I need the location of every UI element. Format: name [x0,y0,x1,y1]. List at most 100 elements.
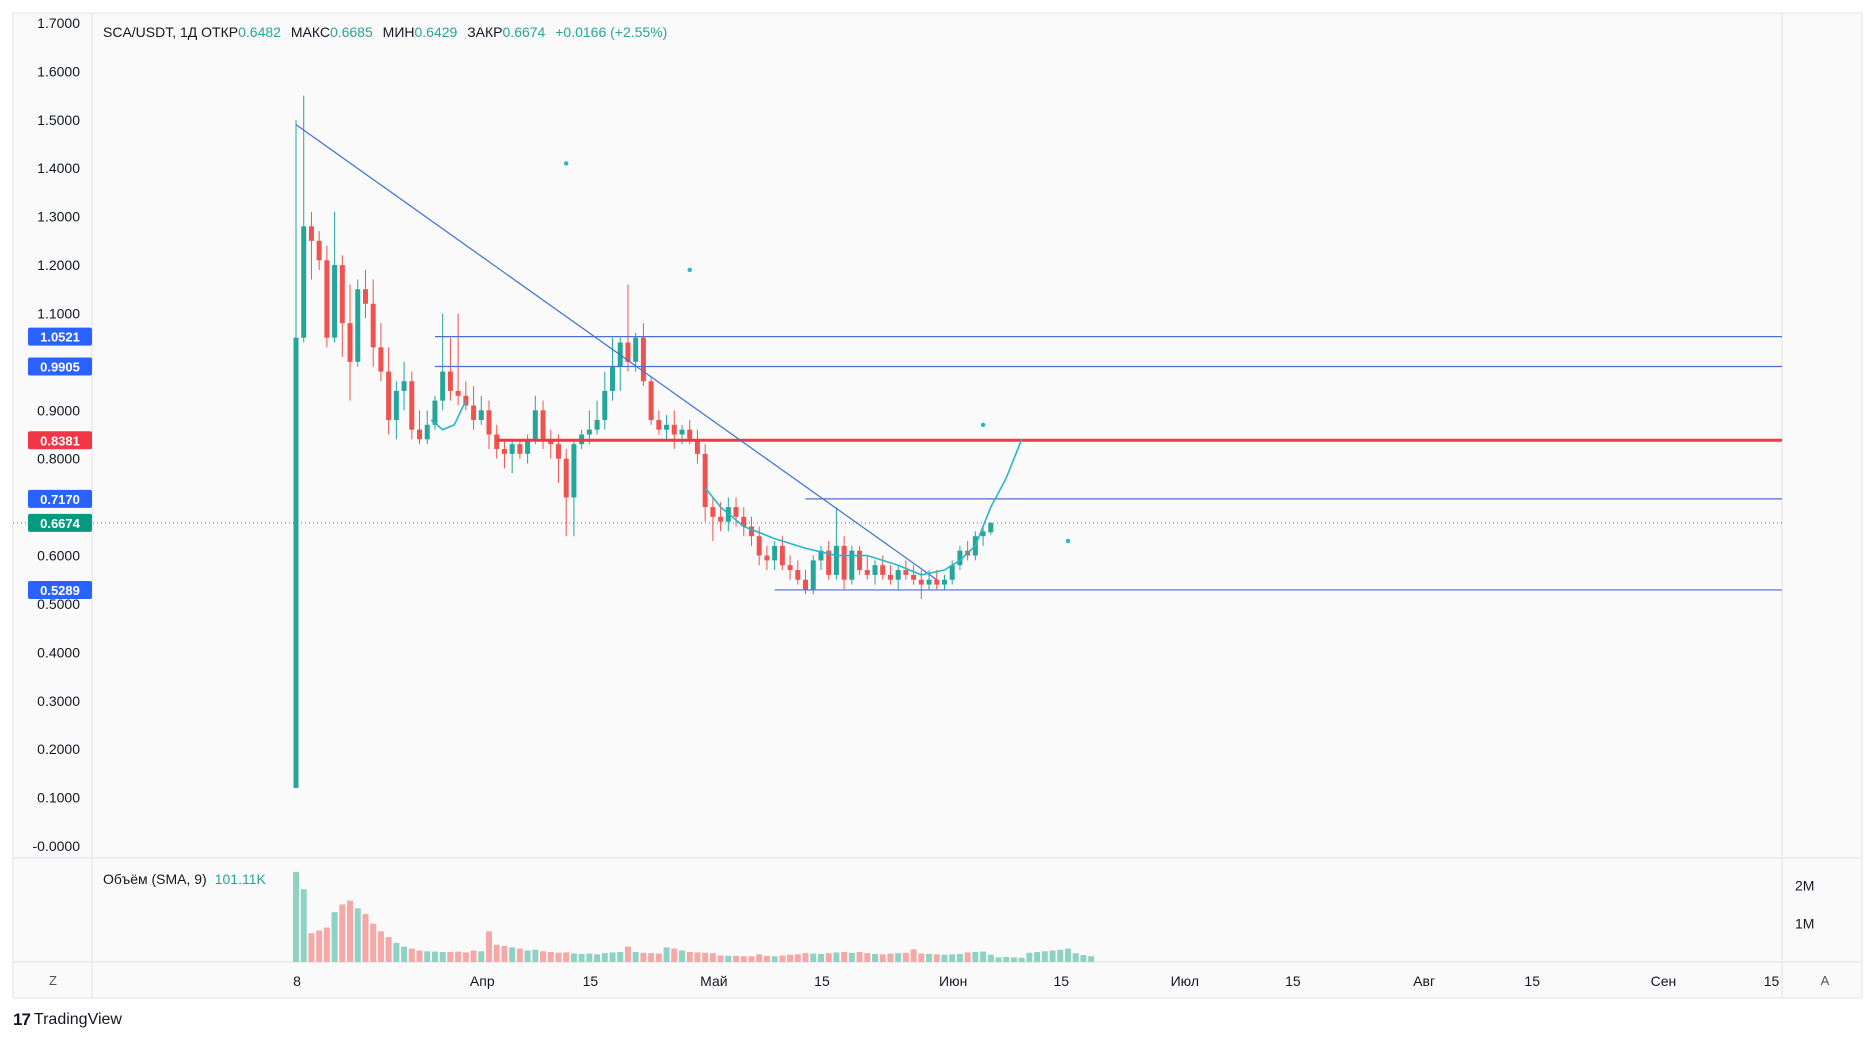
candle-body [324,260,330,338]
candle [988,522,994,535]
candle [594,400,600,435]
candle [440,313,446,411]
candle [772,541,778,571]
price-badge-label: 0.6674 [40,516,81,531]
volume-bar [640,952,647,962]
candle [864,555,870,580]
candle-body [517,444,523,454]
candle [401,361,407,411]
price-tick-label: 0.1000 [37,790,80,806]
candle-body [525,439,531,454]
candle-body [424,424,430,440]
price-tick-label: 1.3000 [37,209,80,225]
candle-body [386,371,392,420]
price-tick-label: 0.8000 [37,451,80,467]
candle-body [640,337,646,382]
volume-bar [787,954,794,962]
candle-body [810,560,816,590]
candle-body [887,574,893,580]
close-value: 0.6674 [502,24,546,40]
candle-body [803,579,809,590]
time-axis: 8 Апр 15 Май 15 Июн 15 Июл 15 Авг 15 Сен 15 [293,973,1779,989]
candle [841,536,847,590]
candle-body [694,439,700,454]
price-badge-bg [28,513,92,532]
auto-scale-button[interactable]: A [1820,973,1830,988]
low-label: МИН [382,24,415,40]
candle-body [988,523,994,533]
volume-bar [717,955,724,962]
symbol-label: SCA/USDT, 1Д [103,24,198,40]
candle-body [934,579,940,585]
open-value: 0.6482 [238,24,281,40]
candle [833,507,839,580]
volume-bar [524,950,531,962]
volume-bar [833,952,840,962]
volume-bar [331,912,338,962]
candle [370,279,376,367]
candle-body [625,342,631,362]
candle [664,415,670,440]
candle-body [926,579,932,585]
candle-body [733,507,739,517]
candle [478,395,484,425]
candle [355,279,361,367]
candle-body [478,410,484,420]
volume-bar [293,871,299,962]
candle [733,497,739,527]
volume-bar [887,953,894,962]
price-badge-label: 1.0521 [40,330,80,345]
candle [957,545,963,571]
volume-bar [902,952,909,962]
candle-body [308,226,314,241]
volume-bar [987,954,994,962]
volume-bar [370,923,377,962]
volume-bar [926,953,933,962]
volume-bar [362,914,369,962]
volume-bar [679,950,685,962]
candle-body [347,323,353,362]
volume-bar [995,957,1002,962]
candle [509,439,515,474]
candle [748,516,754,546]
price-badge-label: 0.5289 [40,583,80,598]
candle [532,395,538,445]
volume-bar [439,952,446,962]
volume-bar [702,952,709,962]
price-badge-bg [28,580,92,599]
candle [555,434,561,483]
volume-bar [771,956,778,962]
price-badge-bg [28,327,92,346]
candle-body [563,458,569,498]
candle-body [509,444,515,454]
candle-body [656,419,662,430]
candle [849,545,855,585]
candle-body [949,565,955,580]
volume-bar [648,953,655,962]
volume-bar [918,953,925,962]
candle [494,424,500,459]
candle [941,574,947,590]
candle-body [833,545,839,575]
candle-body [841,545,847,580]
candle-body [594,419,600,430]
candle-body [532,410,538,440]
price-tick-label: 1.7000 [37,15,80,31]
volume-bar [547,952,554,962]
tradingview-logo[interactable]: 17 TradingView [13,1010,122,1030]
candle-body [293,337,299,788]
volume-tick-label: 1M [1795,916,1814,932]
volume-bar [709,953,716,962]
candle-body [409,381,415,430]
volume-bar [385,937,392,962]
candles [293,95,994,788]
time-tick-label: Май [700,973,727,989]
time-tick-label: 8 [293,973,301,989]
zoom-button[interactable]: Z [49,973,57,988]
candle-body [370,303,376,348]
volume-bar [416,950,423,962]
volume-bar [1026,952,1033,962]
candle-body [903,570,909,575]
candle [895,565,901,590]
